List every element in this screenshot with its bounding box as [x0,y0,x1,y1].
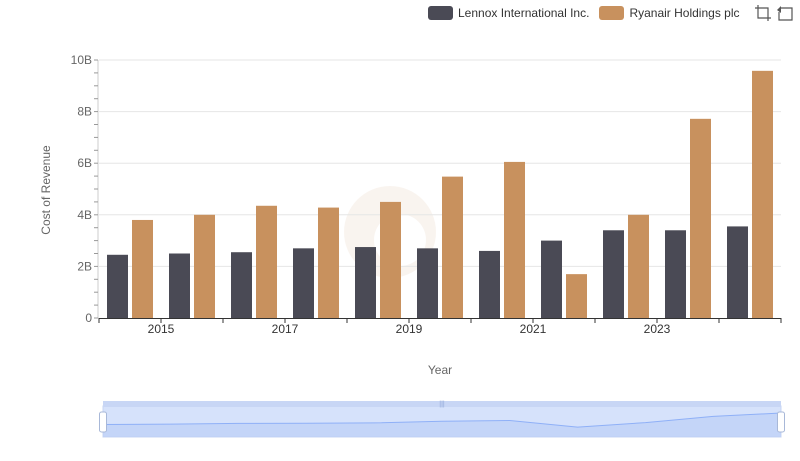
bar-ryanair [318,207,339,318]
legend-label-ryanair: Ryanair Holdings plc [629,6,740,20]
bar-lennox [541,240,562,318]
y-tick-label: 10B [71,53,92,67]
bar-ryanair [504,161,525,318]
bar-ryanair [256,205,277,318]
x-tick-label: 2023 [644,322,671,336]
legend-swatch-ryanair [599,6,625,20]
datazoom-slider[interactable]: ||| [99,401,785,438]
legend-label-lennox: Lennox International Inc. [458,6,590,20]
datazoom-preview-area [103,413,781,437]
y-tick-label: 8B [77,105,92,119]
datazoom-left-handle [99,411,107,433]
bar-lennox [107,254,128,318]
bar-ryanair [628,214,649,318]
legend-item-lennox[interactable]: Lennox International Inc. [428,6,589,20]
bar-lennox [665,230,686,318]
bar-lennox [727,226,748,318]
bar-lennox [603,230,624,318]
x-tick-label: 2015 [148,322,175,336]
y-tick-label: 6B [77,156,92,170]
legend-swatch-lennox [428,6,453,20]
select-icon[interactable] [754,4,772,22]
y-axis-title: Cost of Revenue [39,145,53,235]
legend: Lennox International Inc. Ryanair Holdin… [428,4,794,22]
x-axis: 2015 2017 2019 2021 2023 [98,318,782,336]
datazoom-drag-handle: ||| [439,401,445,408]
bar-lennox [169,253,190,318]
bar-ryanair [442,176,463,318]
bars [107,70,773,318]
bar-lennox [479,250,500,318]
x-tick-label: 2019 [396,322,423,336]
y-tick-label: 0 [85,311,92,325]
bar-lennox [293,248,314,318]
y-axis: 0 2B 4B 6B 8B 10B [71,53,99,325]
bar-ryanair [566,274,587,318]
x-tick-label: 2021 [520,322,547,336]
bar-ryanair [194,214,215,318]
y-tick-label: 4B [77,208,92,222]
bar-ryanair [380,201,401,318]
bar-lennox [231,252,252,318]
bar-lennox [417,248,438,318]
bar-ryanair [690,118,711,318]
y-tick-label: 2B [77,259,92,273]
datazoom-preview-line [102,412,782,428]
legend-item-ryanair[interactable]: Ryanair Holdings plc [599,6,740,20]
datazoom-right-handle [777,411,785,433]
bar-ryanair [752,70,773,318]
x-axis-title: Year [427,363,453,377]
x-tick-label: 2017 [272,322,299,336]
datazoom-move-bar [103,401,781,407]
bar-lennox [355,247,376,318]
bar-ryanair [132,219,153,318]
restore-icon[interactable] [776,4,794,22]
